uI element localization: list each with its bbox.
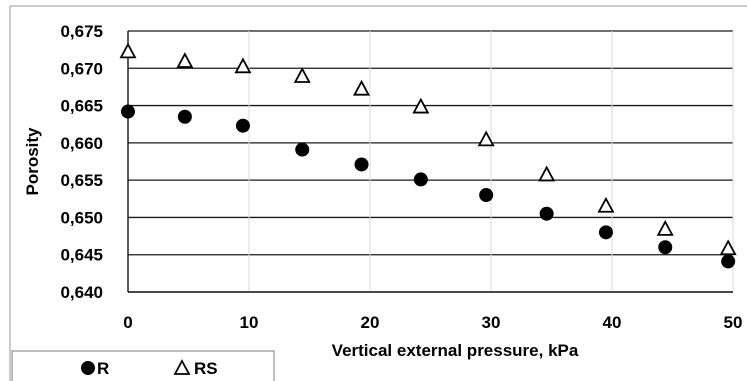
data-point-r: [177, 109, 192, 124]
legend: R RS: [11, 350, 275, 381]
x-tick-label: 0: [123, 313, 132, 332]
data-point-r: [539, 206, 554, 221]
x-tick-label: 20: [361, 313, 380, 332]
x-tick-label: 50: [724, 313, 743, 332]
data-point-rs: [719, 239, 737, 256]
data-point-r: [721, 254, 736, 269]
axes: [127, 31, 733, 293]
y-tick-label: 0,655: [60, 171, 103, 190]
series-r: [121, 104, 736, 269]
y-tick-label: 0,650: [60, 208, 103, 227]
y-tick-label: 0,675: [60, 22, 103, 41]
data-point-rs: [597, 196, 615, 213]
data-point-r: [354, 157, 369, 172]
tick-labels: 0,640 0,645 0,650 0,655 0,660 0,665 0,670 0,675…: [60, 22, 742, 332]
series-rs: [119, 42, 737, 256]
data-point-rs: [412, 97, 430, 114]
legend-marker-rs: [173, 359, 191, 375]
data-point-r: [121, 104, 135, 119]
y-tick-label: 0,640: [60, 283, 103, 302]
data-point-r: [658, 240, 673, 255]
y-tick-label: 0,660: [60, 134, 103, 153]
y-tick-label: 0,645: [60, 246, 103, 265]
legend-marker-r: [81, 361, 95, 375]
y-axis-title: Porosity: [23, 127, 42, 196]
data-point-rs: [353, 79, 371, 96]
data-point-rs: [656, 219, 674, 236]
y-tick-label: 0,670: [60, 59, 103, 78]
data-point-r: [413, 172, 428, 187]
data-point-rs: [176, 52, 194, 68]
data-point-r: [598, 225, 613, 240]
series-layer: [119, 42, 737, 269]
data-point-r: [235, 118, 250, 133]
x-tick-label: 10: [240, 313, 259, 332]
data-point-r: [479, 188, 494, 203]
legend-box: [11, 350, 275, 381]
legend-label-r: R: [97, 359, 109, 378]
data-point-rs: [477, 130, 495, 147]
x-tick-label: 30: [482, 313, 501, 332]
data-point-rs: [293, 67, 311, 83]
data-point-rs: [234, 57, 252, 74]
x-tick-label: 40: [603, 313, 622, 332]
data-point-rs: [119, 42, 137, 59]
legend-label-rs: RS: [194, 359, 218, 378]
data-point-r: [295, 142, 310, 157]
x-axis-title: Vertical external pressure, kPa: [332, 341, 579, 360]
y-tick-label: 0,665: [60, 97, 103, 116]
data-point-rs: [538, 165, 556, 182]
